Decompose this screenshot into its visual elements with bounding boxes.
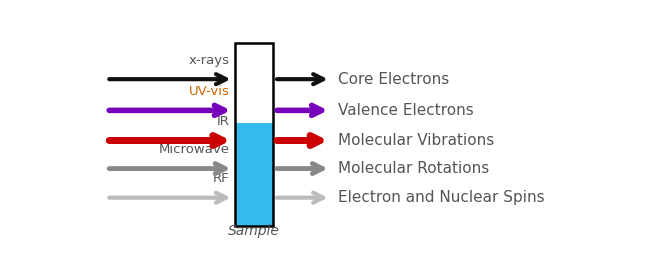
Text: IR: IR bbox=[217, 115, 230, 128]
Bar bbox=[235, 123, 273, 226]
Text: Valence Electrons: Valence Electrons bbox=[338, 103, 474, 118]
Text: Molecular Vibrations: Molecular Vibrations bbox=[338, 133, 495, 148]
Text: Core Electrons: Core Electrons bbox=[338, 72, 449, 87]
Text: Sample: Sample bbox=[228, 224, 280, 238]
Bar bbox=[235, 43, 273, 123]
Text: UV-vis: UV-vis bbox=[189, 85, 230, 98]
Text: Microwave: Microwave bbox=[159, 143, 230, 156]
Text: RF: RF bbox=[213, 173, 230, 185]
Text: x-rays: x-rays bbox=[189, 54, 230, 67]
Bar bbox=[235, 43, 273, 226]
Text: Electron and Nuclear Spins: Electron and Nuclear Spins bbox=[338, 190, 545, 205]
Text: Molecular Rotations: Molecular Rotations bbox=[338, 161, 489, 176]
